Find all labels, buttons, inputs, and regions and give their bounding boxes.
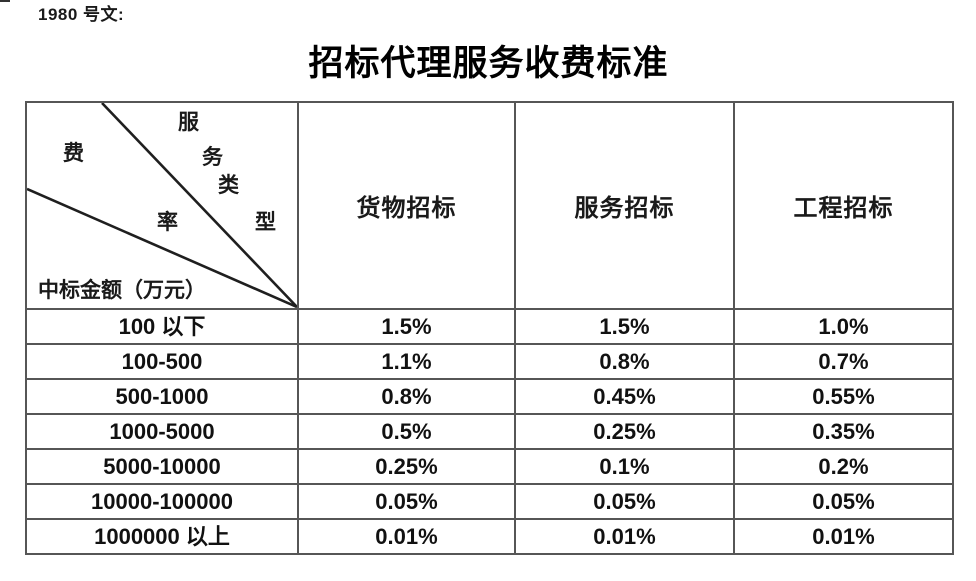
fee-value-cell: 0.25% (514, 413, 735, 450)
fee-value-cell: 0.01% (733, 518, 954, 555)
fee-value-cell: 1.5% (297, 308, 516, 345)
row-label: 100-500 (25, 343, 299, 380)
corner-service-type-char-1: 服 (178, 110, 199, 134)
fee-value-cell: 1.0% (733, 308, 954, 345)
table-row: 100 以下 1.5% 1.5% 1.0% (25, 308, 954, 345)
row-label: 100 以下 (25, 308, 299, 345)
row-label: 10000-100000 (25, 483, 299, 520)
column-header-goods-bidding: 货物招标 (297, 101, 516, 310)
fee-value-cell: 0.45% (514, 378, 735, 415)
table-header-row: 服 务 类 型 费 率 中标金额（万元） 货物招标 服务招标 工程招标 (25, 101, 954, 310)
table-row: 100-500 1.1% 0.8% 0.7% (25, 343, 954, 380)
row-label: 5000-10000 (25, 448, 299, 485)
row-label: 500-1000 (25, 378, 299, 415)
fee-value-cell: 0.8% (514, 343, 735, 380)
corner-service-type-char-4: 型 (255, 210, 276, 234)
corner-service-type-char-2: 务 (202, 145, 223, 169)
corner-service-type-char-3: 类 (218, 173, 239, 197)
doc-ref-label: 1980 号文: (38, 5, 125, 24)
table-row: 10000-100000 0.05% 0.05% 0.05% (25, 483, 954, 520)
fee-value-cell: 0.8% (297, 378, 516, 415)
diagonal-line-upper (101, 103, 297, 308)
table-row: 1000000 以上 0.01% 0.01% 0.01% (25, 518, 954, 555)
fee-value-cell: 1.1% (297, 343, 516, 380)
fee-value-cell: 0.05% (297, 483, 516, 520)
corner-rate-char: 率 (157, 210, 178, 234)
screen-edge-artifact (0, 0, 10, 2)
fee-value-cell: 0.01% (514, 518, 735, 555)
fee-table: 服 务 类 型 费 率 中标金额（万元） 货物招标 服务招标 工程招标 100 … (25, 101, 954, 555)
fee-value-cell: 0.55% (733, 378, 954, 415)
row-label: 1000000 以上 (25, 518, 299, 555)
column-header-service-bidding: 服务招标 (514, 101, 735, 310)
fee-value-cell: 0.2% (733, 448, 954, 485)
fee-value-cell: 0.05% (514, 483, 735, 520)
corner-fee-char: 费 (63, 141, 84, 165)
fee-value-cell: 0.35% (733, 413, 954, 450)
column-header-works-bidding: 工程招标 (733, 101, 954, 310)
row-label: 1000-5000 (25, 413, 299, 450)
corner-amount-axis-label: 中标金额（万元） (38, 278, 206, 302)
table-row: 5000-10000 0.25% 0.1% 0.2% (25, 448, 954, 485)
fee-value-cell: 0.7% (733, 343, 954, 380)
corner-diagonal-lines (27, 103, 297, 308)
table-row: 1000-5000 0.5% 0.25% 0.35% (25, 413, 954, 450)
fee-value-cell: 0.01% (297, 518, 516, 555)
diagonal-line-lower (27, 187, 297, 308)
fee-value-cell: 0.1% (514, 448, 735, 485)
fee-value-cell: 1.5% (514, 308, 735, 345)
table-corner-cell: 服 务 类 型 费 率 中标金额（万元） (25, 101, 299, 310)
table-row: 500-1000 0.8% 0.45% 0.55% (25, 378, 954, 415)
fee-value-cell: 0.25% (297, 448, 516, 485)
fee-value-cell: 0.5% (297, 413, 516, 450)
page-title: 招标代理服务收费标准 (308, 44, 669, 83)
fee-value-cell: 0.05% (733, 483, 954, 520)
